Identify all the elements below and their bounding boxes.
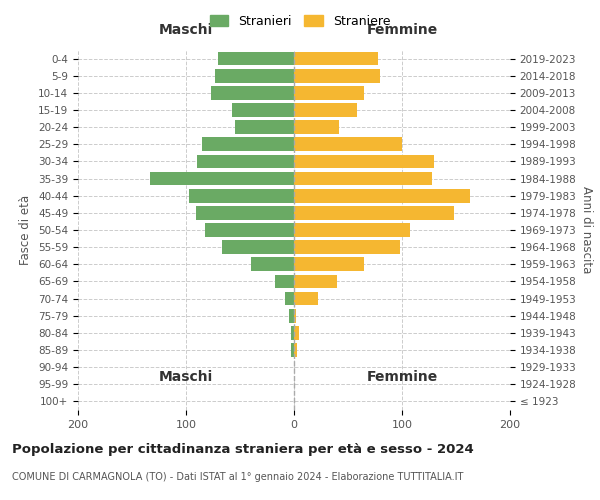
Bar [294, 52, 378, 66]
Bar [294, 258, 364, 271]
Text: COMUNE DI CARMAGNOLA (TO) - Dati ISTAT al 1° gennaio 2024 - Elaborazione TUTTITA: COMUNE DI CARMAGNOLA (TO) - Dati ISTAT a… [12, 472, 463, 482]
Bar [202, 138, 294, 151]
Text: Maschi: Maschi [159, 370, 213, 384]
Bar [221, 240, 294, 254]
Bar [294, 309, 296, 322]
Bar [275, 274, 294, 288]
Text: Femmine: Femmine [367, 370, 437, 384]
Bar [294, 206, 454, 220]
Bar [294, 138, 402, 151]
Bar [294, 292, 318, 306]
Text: Femmine: Femmine [367, 24, 437, 38]
Bar [294, 69, 380, 82]
Bar [291, 326, 294, 340]
Bar [151, 172, 294, 185]
Legend: Stranieri, Straniere: Stranieri, Straniere [206, 11, 394, 32]
Bar [294, 189, 470, 202]
Bar [215, 69, 294, 82]
Bar [294, 223, 410, 237]
Bar [294, 120, 340, 134]
Y-axis label: Anni di nascita: Anni di nascita [580, 186, 593, 274]
Y-axis label: Fasce di età: Fasce di età [19, 195, 32, 265]
Bar [294, 326, 299, 340]
Bar [294, 240, 400, 254]
Bar [294, 103, 356, 117]
Bar [211, 86, 294, 100]
Bar [189, 189, 294, 202]
Bar [235, 120, 294, 134]
Bar [294, 172, 432, 185]
Bar [294, 274, 337, 288]
Bar [286, 292, 294, 306]
Bar [289, 309, 294, 322]
Bar [232, 103, 294, 117]
Bar [291, 343, 294, 357]
Bar [196, 206, 294, 220]
Bar [294, 343, 297, 357]
Text: Maschi: Maschi [159, 24, 213, 38]
Bar [294, 86, 364, 100]
Bar [251, 258, 294, 271]
Bar [205, 223, 294, 237]
Bar [197, 154, 294, 168]
Bar [294, 154, 434, 168]
Text: Popolazione per cittadinanza straniera per età e sesso - 2024: Popolazione per cittadinanza straniera p… [12, 442, 474, 456]
Bar [218, 52, 294, 66]
